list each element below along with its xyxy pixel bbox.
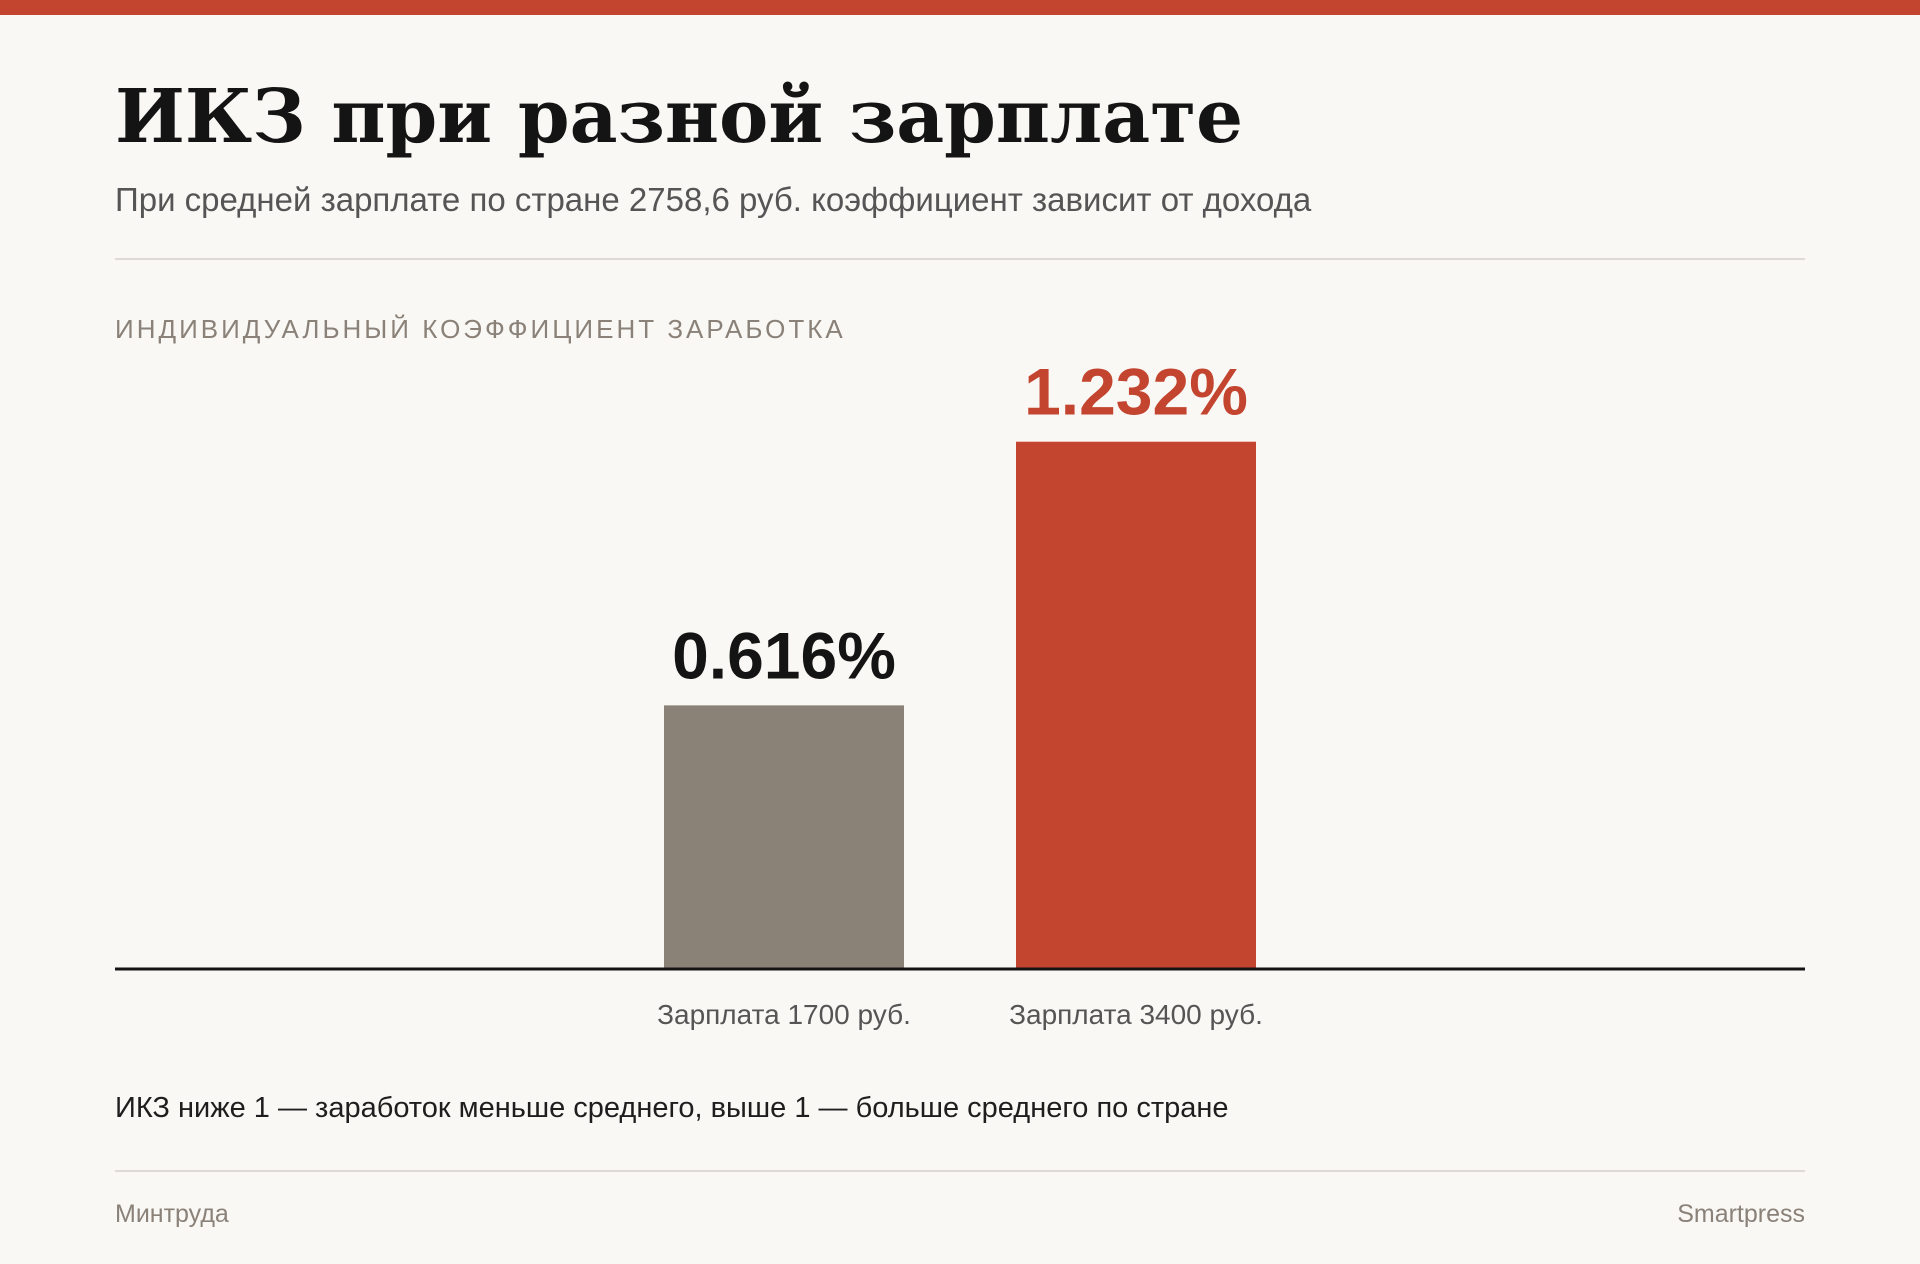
bar-chart: 0.616% Зарплата 1700 руб. 1.232% Зарплата 3… bbox=[115, 355, 1805, 1030]
bar-2 bbox=[1016, 441, 1256, 970]
footer-divider bbox=[115, 1170, 1805, 1172]
header-divider bbox=[115, 258, 1805, 260]
chart-subtitle: При средней зарплате по стране 2758,6 ру… bbox=[115, 181, 1312, 218]
bar-value-label-1: 0.616% bbox=[672, 618, 896, 692]
bar-value-label-2: 1.232% bbox=[1024, 355, 1248, 429]
bar-1 bbox=[664, 705, 904, 969]
top-accent-bar bbox=[0, 0, 1920, 15]
source-label: Минтруда bbox=[115, 1200, 229, 1228]
category-label-2: Зарплата 3400 руб. bbox=[1009, 999, 1263, 1030]
footnote: ИКЗ ниже 1 — заработок меньше среднего, … bbox=[115, 1092, 1229, 1124]
chart-title: ИКЗ при разной зарплате bbox=[115, 74, 1244, 160]
brand-label: Smartpress bbox=[1677, 1200, 1805, 1228]
y-axis-title: ИНДИВИДУАЛЬНЫЙ КОЭФФИЦИЕНТ ЗАРАБОТКА bbox=[115, 314, 846, 344]
category-label-1: Зарплата 1700 руб. bbox=[657, 999, 911, 1030]
